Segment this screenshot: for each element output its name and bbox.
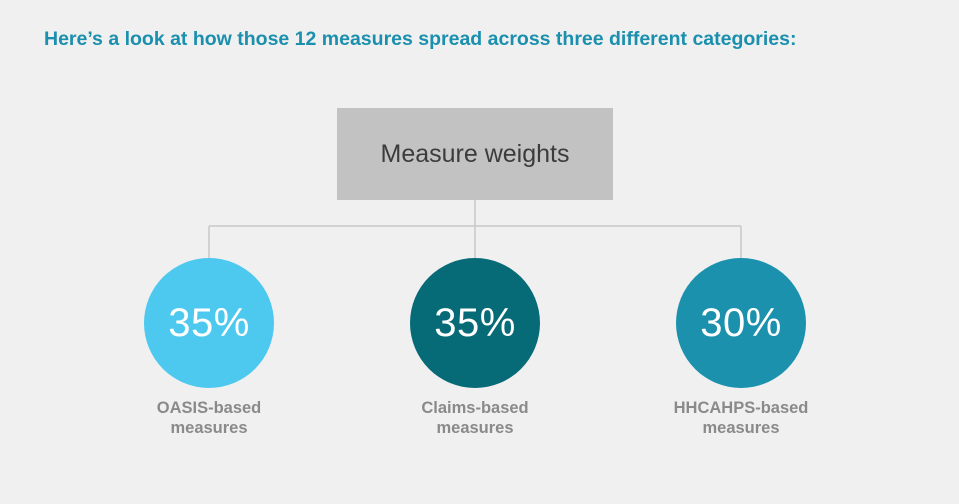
category-value-hhcahps: 30% (700, 300, 782, 345)
page-heading: Here’s a look at how those 12 measures s… (44, 28, 797, 50)
category-label-line1: HHCAHPS-based (673, 399, 809, 417)
category-label-oasis: OASIS-based measures (89, 398, 329, 438)
category-label-hhcahps: HHCAHPS-based measures (621, 398, 861, 438)
category-circle-claims: 35% (410, 258, 540, 388)
category-label-line2: measures (170, 419, 248, 437)
root-node-label: Measure weights (380, 139, 570, 168)
category-node-claims: 35% Claims-based measures (355, 258, 595, 438)
root-node-measure-weights: Measure weights (337, 108, 613, 200)
category-value-claims: 35% (434, 300, 516, 345)
category-circle-oasis: 35% (144, 258, 274, 388)
category-label-line2: measures (436, 419, 514, 437)
category-value-oasis: 35% (168, 300, 250, 345)
category-label-line1: OASIS-based (156, 399, 262, 417)
category-node-oasis: 35% OASIS-based measures (89, 258, 329, 438)
category-label-line1: Claims-based (421, 399, 529, 417)
category-label-line2: measures (702, 419, 780, 437)
category-node-hhcahps: 30% HHCAHPS-based measures (621, 258, 861, 438)
category-circle-hhcahps: 30% (676, 258, 806, 388)
category-label-claims: Claims-based measures (355, 398, 595, 438)
